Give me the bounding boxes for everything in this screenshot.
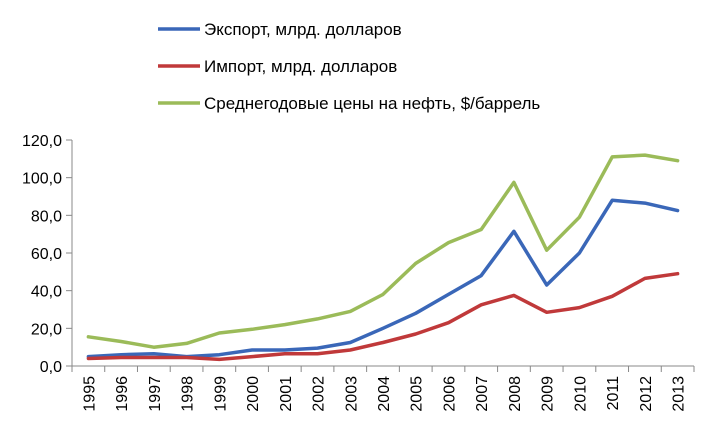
x-tick-label: 2002 bbox=[311, 376, 328, 412]
x-tick-label: 1998 bbox=[180, 376, 197, 412]
x-tick-label: 2003 bbox=[343, 376, 360, 412]
legend: Экспорт, млрд. долларов Импорт, млрд. дол… bbox=[158, 20, 540, 113]
x-tick-label: 2001 bbox=[278, 376, 295, 412]
series bbox=[86, 153, 680, 362]
legend-label-1: Экспорт, млрд. долларов bbox=[204, 20, 402, 39]
x-tick-label: 2013 bbox=[671, 376, 688, 412]
x-tick-label: 2006 bbox=[441, 376, 458, 412]
x-tick-label: 2010 bbox=[572, 376, 589, 412]
y-tick-label: 80,0 bbox=[31, 208, 62, 225]
y-tick-label: 20,0 bbox=[31, 321, 62, 338]
x-tick-label: 1999 bbox=[212, 376, 229, 412]
series-line-2 bbox=[86, 271, 680, 362]
legend-label-3: Среднегодовые цены на нефть, $/баррель bbox=[204, 94, 540, 113]
x-tick-label: 1997 bbox=[147, 376, 164, 412]
x-tick-label: 2000 bbox=[245, 376, 262, 412]
y-tick-label: 0,0 bbox=[40, 359, 62, 376]
x-tick-label: 1996 bbox=[114, 376, 131, 412]
y-tick-label: 40,0 bbox=[31, 284, 62, 301]
x-tick-label: 2008 bbox=[507, 376, 524, 412]
x-tick-label: 1995 bbox=[81, 376, 98, 412]
x-tick-label: 2007 bbox=[474, 376, 491, 412]
series-line-1 bbox=[86, 198, 680, 359]
axes bbox=[66, 139, 695, 372]
x-tick-label: 2005 bbox=[409, 376, 426, 412]
x-tick-label: 2009 bbox=[540, 376, 557, 412]
x-tick-label: 2012 bbox=[638, 376, 655, 412]
y-tick-label: 60,0 bbox=[31, 246, 62, 263]
series-line-3 bbox=[86, 153, 680, 349]
tick-labels: 0,0 20,0 40,0 60,0 80,0 100,0 120,0 1995 1996 199… bbox=[22, 133, 688, 412]
y-tick-label: 120,0 bbox=[22, 133, 62, 150]
y-tick-label: 100,0 bbox=[22, 171, 62, 188]
x-tick-label: 2011 bbox=[605, 376, 622, 411]
x-tick-label: 2004 bbox=[376, 376, 393, 412]
legend-label-2: Импорт, млрд. долларов bbox=[204, 57, 397, 76]
